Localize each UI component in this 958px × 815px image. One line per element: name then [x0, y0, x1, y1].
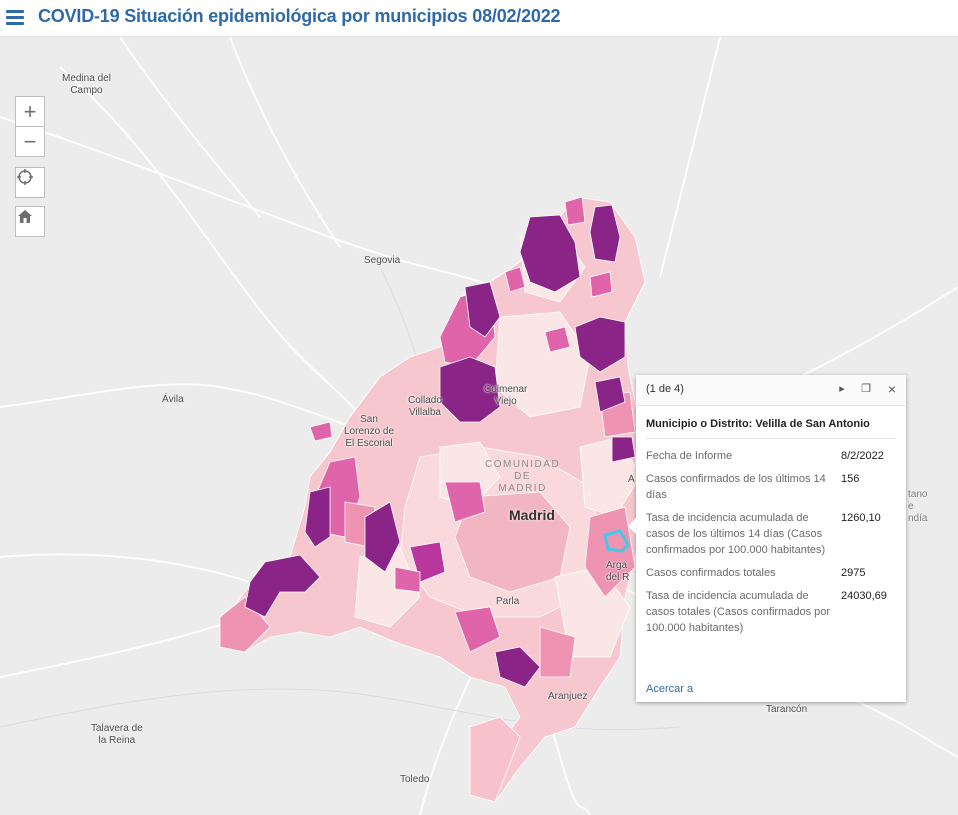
attribute-row: Casos confirmados de los últimos 14 días…	[646, 468, 898, 507]
place-label-arganda: Arga del R	[606, 560, 630, 583]
popup: (1 de 4) ▸ ❐ × Municipio o Distrito: Vel…	[628, 375, 906, 702]
popup-header: (1 de 4) ▸ ❐ ×	[636, 375, 906, 406]
basemap	[0, 37, 958, 815]
place-label-toledo: Toledo	[400, 774, 430, 785]
popup-title: Municipio o Distrito: Velilla de San Ant…	[646, 418, 870, 430]
dock-popup-icon[interactable]: ❐	[861, 383, 871, 395]
attribute-value: 2975	[841, 567, 866, 579]
locate-button[interactable]	[15, 167, 45, 198]
attribute-table: Fecha de Informe 8/2/2022 Casos confirma…	[646, 445, 898, 640]
place-label-tarancon: Tarancón	[766, 704, 808, 715]
region-label: COMUNIDAD DE MADRID	[485, 459, 561, 494]
place-label-talavera: Talavera de la Reina	[91, 723, 143, 746]
attribute-name: Casos confirmados de los últimos 14 días	[646, 473, 826, 501]
zoom-to-link[interactable]: Acercar a	[646, 683, 694, 695]
attribute-value: 8/2/2022	[841, 450, 884, 462]
app-header: COVID-19 Situación epidemiológica por mu…	[0, 0, 958, 37]
place-label-segovia: Segovia	[364, 255, 401, 266]
popup-divider	[646, 438, 896, 439]
attribute-name: Tasa de incidencia acumulada de casos to…	[646, 590, 831, 634]
attribute-value: 24030,69	[841, 590, 887, 602]
attribute-row: Tasa de incidencia acumulada de casos to…	[646, 585, 898, 640]
home-button[interactable]	[15, 206, 45, 237]
place-label-colmenar: Colmenar Viejo	[484, 384, 528, 407]
home-icon	[18, 210, 32, 223]
attribute-row: Tasa de incidencia acumulada de casos de…	[646, 507, 898, 562]
popup-pointer	[628, 518, 636, 534]
place-label-madrid: Madrid	[509, 507, 555, 523]
attribute-name: Casos confirmados totales	[646, 567, 776, 579]
place-label-avila: Ávila	[162, 394, 184, 405]
place-label-edge-a: A	[628, 474, 635, 485]
attribute-value: 156	[841, 473, 860, 485]
popup-page-count: (1 de 4)	[646, 383, 684, 395]
close-popup-icon[interactable]: ×	[887, 381, 897, 397]
place-label-edge: tano e ndía	[908, 489, 928, 524]
attribute-name: Fecha de Informe	[646, 450, 733, 462]
place-label-sanlorenzo: San Lorenzo de El Escorial	[344, 414, 395, 449]
app-title: COVID-19 Situación epidemiológica por mu…	[38, 6, 561, 26]
zoom-in-button[interactable]: +	[15, 96, 45, 127]
attribute-value: 1260,10	[841, 512, 881, 524]
place-label-aranjuez: Aranjuez	[548, 691, 588, 702]
choropleth-layer[interactable]	[219, 196, 646, 803]
menu-icon[interactable]	[6, 8, 24, 26]
place-label-collado: Collado Villalba	[408, 395, 442, 418]
zoom-out-button[interactable]: −	[15, 126, 45, 157]
place-label-parla: Parla	[496, 596, 520, 607]
attribute-row: Fecha de Informe 8/2/2022	[646, 445, 898, 468]
next-feature-icon[interactable]: ▸	[839, 383, 845, 395]
crosshair-icon	[17, 169, 33, 185]
attribute-row: Casos confirmados totales 2975	[646, 562, 898, 585]
attribute-name: Tasa de incidencia acumulada de casos de…	[646, 512, 826, 556]
place-label-medina: Medina del Campo	[62, 73, 111, 96]
